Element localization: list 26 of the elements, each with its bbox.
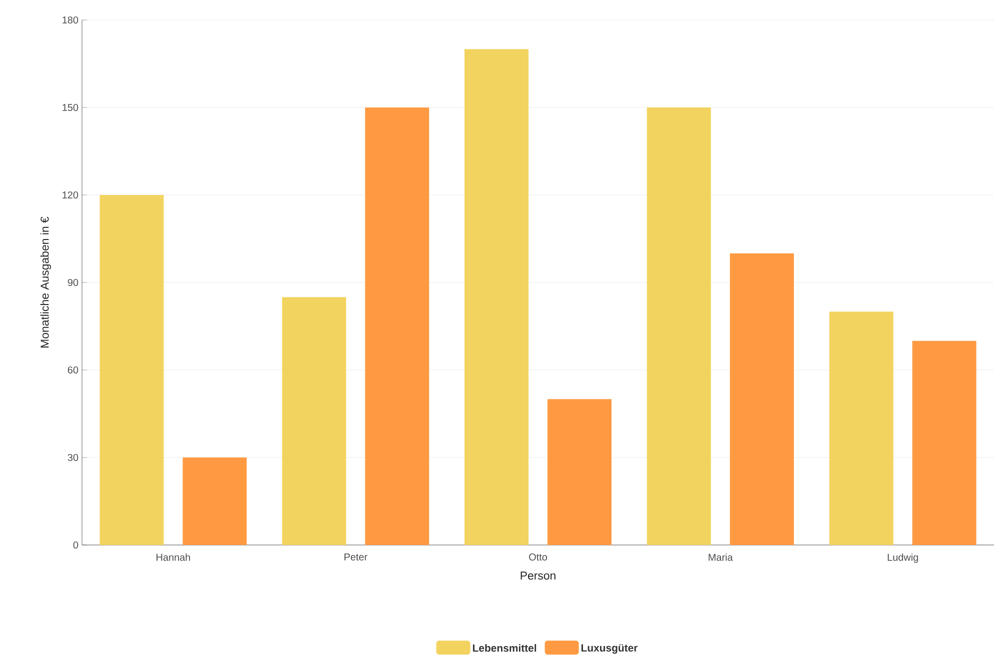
- bar: [548, 399, 612, 545]
- y-tick-label: 30: [68, 454, 78, 462]
- bar: [100, 194, 164, 545]
- x-tick-label: Peter: [344, 554, 368, 560]
- x-tick-label: Hannah: [156, 554, 190, 561]
- y-tick-label: 0: [73, 541, 78, 549]
- y-axis-title: Monatliche Ausgaben in €: [40, 216, 52, 348]
- legend-label: Luxusgüter: [581, 644, 638, 654]
- bar: [282, 297, 346, 545]
- bar: [730, 253, 794, 545]
- y-tick-label: 60: [68, 366, 78, 374]
- legend-label: Lebensmittel: [472, 644, 536, 652]
- y-tick-label: 150: [62, 104, 78, 112]
- bar: [464, 49, 529, 545]
- y-tick-label: 180: [62, 16, 78, 24]
- y-tick-label: 120: [62, 191, 78, 199]
- y-tick-label: 90: [68, 278, 78, 286]
- bar: [829, 312, 894, 545]
- bar: [365, 107, 430, 545]
- bar: [182, 457, 247, 545]
- x-axis-title: Person: [520, 572, 556, 580]
- x-tick-label: Otto: [529, 554, 548, 561]
- x-tick-label: Ludwig: [888, 554, 918, 563]
- x-tick-label: Maria: [708, 554, 733, 561]
- bar: [912, 340, 976, 545]
- bar: [646, 107, 711, 545]
